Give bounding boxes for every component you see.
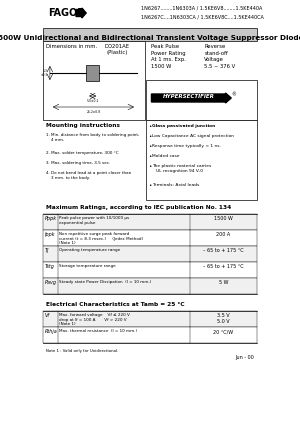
Text: Dimensions in mm.: Dimensions in mm. — [46, 44, 97, 49]
Text: Operating temperature range: Operating temperature range — [59, 248, 120, 252]
Bar — [44, 246, 256, 262]
Text: 2. Max. solder temperature, 300 °C: 2. Max. solder temperature, 300 °C — [46, 151, 119, 155]
Text: Tj: Tj — [45, 248, 49, 253]
Text: Response time typically < 1 ns.: Response time typically < 1 ns. — [152, 144, 221, 148]
Bar — [44, 311, 256, 327]
Text: 3. Max. soldering time, 3.5 sec.: 3. Max. soldering time, 3.5 sec. — [46, 161, 110, 165]
Text: Glass passivated junction: Glass passivated junction — [152, 124, 215, 128]
Bar — [146, 120, 256, 200]
Text: 5 W: 5 W — [218, 280, 228, 285]
Text: 26.2±0.8: 26.2±0.8 — [86, 110, 100, 114]
Text: Peak pulse power with 10/1000 μs
exponential pulse: Peak pulse power with 10/1000 μs exponen… — [59, 216, 129, 224]
Text: 3.5 V
5.0 V: 3.5 V 5.0 V — [217, 313, 230, 324]
Text: Jun - 00: Jun - 00 — [236, 355, 254, 360]
Text: •: • — [148, 124, 152, 129]
FancyArrow shape — [152, 93, 231, 103]
Bar — [44, 278, 256, 294]
Text: The plastic material carries
   UL recognition 94 V-0: The plastic material carries UL recognit… — [152, 164, 211, 173]
Bar — [44, 230, 256, 246]
Text: FAGOR: FAGOR — [48, 8, 85, 18]
Text: Vf: Vf — [45, 313, 50, 318]
Text: •: • — [148, 183, 152, 188]
Text: Low Capacitance AC signal protection: Low Capacitance AC signal protection — [152, 134, 234, 138]
FancyArrow shape — [76, 8, 86, 18]
Text: 1N6267C....1N6303CA / 1.5KE6V8C....1.5KE440CA: 1N6267C....1N6303CA / 1.5KE6V8C....1.5KE… — [141, 14, 264, 19]
Text: 5.0±0.2: 5.0±0.2 — [86, 99, 99, 103]
Bar — [86, 65, 99, 81]
Text: Reverse
stand-off
Voltage
5.5 ~ 376 V: Reverse stand-off Voltage 5.5 ~ 376 V — [204, 44, 236, 69]
Text: •: • — [148, 134, 152, 139]
Bar — [44, 28, 256, 41]
Text: ®: ® — [231, 92, 236, 97]
Text: 1500 W: 1500 W — [214, 216, 233, 221]
Text: Pppk: Pppk — [45, 216, 57, 221]
Text: Pavg: Pavg — [45, 280, 57, 285]
Text: Peak Pulse
Power Rating
At 1 ms. Exp.
1500 W: Peak Pulse Power Rating At 1 ms. Exp. 15… — [152, 44, 186, 69]
Text: •: • — [148, 154, 152, 159]
Text: Max. thermal resistance  (l = 10 mm.): Max. thermal resistance (l = 10 mm.) — [59, 329, 137, 333]
Bar — [44, 262, 256, 278]
Bar — [44, 214, 256, 230]
Bar — [44, 327, 256, 343]
Bar — [44, 41, 145, 120]
Text: 1500W Unidirectional and Bidirectional Transient Voltage Suppressor Diodes: 1500W Unidirectional and Bidirectional T… — [0, 35, 300, 41]
Text: Note 1 : Valid only for Unidirectional.: Note 1 : Valid only for Unidirectional. — [46, 349, 118, 353]
Text: Non repetitive surge peak forward
current (t = 8.3 msec.)     (Jedec Method)
(No: Non repetitive surge peak forward curren… — [59, 232, 143, 245]
Text: Rthja: Rthja — [45, 329, 58, 334]
Text: HYPERSECTIFIER: HYPERSECTIFIER — [163, 94, 214, 99]
Text: Mounting instructions: Mounting instructions — [46, 123, 119, 128]
Text: Terminals: Axial leads: Terminals: Axial leads — [152, 183, 200, 187]
Text: Max. forward voltage    Vf ≤ 220 V
drop at If = 100 A       Vf > 220 V
(Note 1): Max. forward voltage Vf ≤ 220 V drop at … — [59, 313, 130, 326]
Text: •: • — [148, 164, 152, 169]
Text: 200 A: 200 A — [216, 232, 230, 237]
Text: Storage temperature range: Storage temperature range — [59, 264, 116, 268]
Text: Tstg: Tstg — [45, 264, 55, 269]
Text: – 65 to + 175 °C: – 65 to + 175 °C — [203, 248, 244, 253]
Text: Maximum Ratings, according to IEC publication No. 134: Maximum Ratings, according to IEC public… — [46, 205, 231, 210]
Bar — [146, 80, 256, 120]
Text: 1N6267........1N6303A / 1.5KE6V8........1.5KE440A: 1N6267........1N6303A / 1.5KE6V8........… — [141, 5, 263, 10]
Text: Ippk: Ippk — [45, 232, 56, 237]
Text: – 65 to + 175 °C: – 65 to + 175 °C — [203, 264, 244, 269]
Text: 1. Min. distance from body to soldering point,
    4 mm.: 1. Min. distance from body to soldering … — [46, 133, 140, 142]
Text: Electrical Characteristics at Tamb = 25 °C: Electrical Characteristics at Tamb = 25 … — [46, 302, 184, 307]
Text: •: • — [148, 144, 152, 149]
Text: Steady state Power Dissipation  (l = 10 mm.): Steady state Power Dissipation (l = 10 m… — [59, 280, 152, 284]
Text: 20 °C/W: 20 °C/W — [213, 329, 233, 334]
Text: Molded case: Molded case — [152, 154, 180, 158]
Text: 5.3
±0.5: 5.3 ±0.5 — [40, 69, 48, 77]
Text: 4. Do not bend lead at a point closer than
    3 mm. to the body.: 4. Do not bend lead at a point closer th… — [46, 171, 131, 180]
Text: DO201AE
(Plastic): DO201AE (Plastic) — [105, 44, 130, 55]
